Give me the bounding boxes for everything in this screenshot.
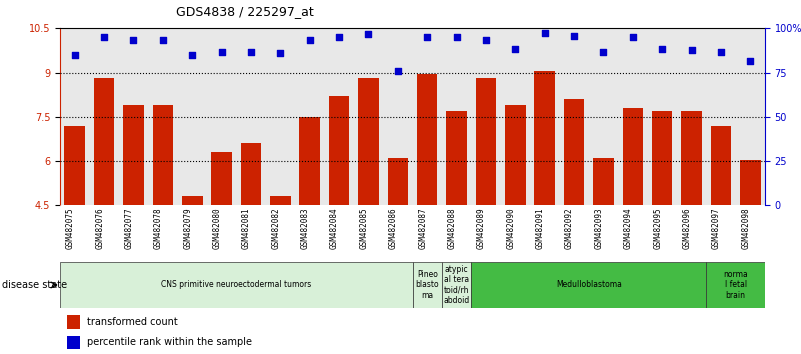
Bar <box>388 158 408 338</box>
Point <box>186 52 199 58</box>
Bar <box>270 196 291 338</box>
Text: GSM482094: GSM482094 <box>624 207 633 249</box>
Text: atypic
al tera
toid/rh
abdoid: atypic al tera toid/rh abdoid <box>444 265 469 305</box>
Text: Medulloblastoma: Medulloblastoma <box>556 280 622 290</box>
Text: disease state: disease state <box>2 280 66 290</box>
Point <box>656 46 669 52</box>
Point <box>215 49 228 55</box>
FancyBboxPatch shape <box>413 262 442 308</box>
Point <box>332 34 345 40</box>
Text: GSM482076: GSM482076 <box>95 207 104 249</box>
Text: GSM482084: GSM482084 <box>330 207 339 249</box>
Text: GSM482078: GSM482078 <box>154 207 163 249</box>
Point <box>127 37 140 43</box>
Text: GSM482075: GSM482075 <box>66 207 74 249</box>
Text: GSM482095: GSM482095 <box>653 207 662 249</box>
Point <box>156 37 169 43</box>
Text: GSM482083: GSM482083 <box>300 207 310 249</box>
Text: Pineo
blasto
ma: Pineo blasto ma <box>416 270 439 300</box>
Point <box>304 37 316 43</box>
Point <box>568 33 581 39</box>
Text: GSM482089: GSM482089 <box>477 207 486 249</box>
Point <box>68 52 81 58</box>
Point <box>538 30 551 36</box>
Text: GSM482092: GSM482092 <box>565 207 574 249</box>
Bar <box>446 111 467 338</box>
Text: GDS4838 / 225297_at: GDS4838 / 225297_at <box>176 5 314 18</box>
Text: GSM482086: GSM482086 <box>388 207 398 249</box>
Text: GSM482080: GSM482080 <box>212 207 222 249</box>
Text: GSM482098: GSM482098 <box>741 207 751 249</box>
Bar <box>67 315 80 329</box>
Point <box>362 32 375 37</box>
FancyBboxPatch shape <box>471 262 706 308</box>
Bar <box>740 160 760 338</box>
Bar <box>652 111 672 338</box>
Bar <box>94 79 115 338</box>
Text: CNS primitive neuroectodermal tumors: CNS primitive neuroectodermal tumors <box>161 280 312 290</box>
Bar <box>300 117 320 338</box>
Text: GSM482096: GSM482096 <box>682 207 691 249</box>
Bar <box>123 105 144 338</box>
Text: GSM482090: GSM482090 <box>506 207 515 249</box>
Bar <box>710 126 731 338</box>
Bar <box>681 111 702 338</box>
FancyBboxPatch shape <box>706 262 765 308</box>
Bar <box>182 196 203 338</box>
Text: GSM482091: GSM482091 <box>536 207 545 249</box>
Point <box>626 34 639 40</box>
Bar <box>505 105 525 338</box>
Text: GSM482088: GSM482088 <box>448 207 457 249</box>
Point <box>244 49 257 55</box>
Point <box>421 34 433 40</box>
Bar <box>240 143 261 338</box>
Bar <box>476 79 496 338</box>
Bar <box>64 126 85 338</box>
Point <box>714 49 727 55</box>
Point <box>98 34 111 40</box>
Text: percentile rank within the sample: percentile rank within the sample <box>87 337 252 348</box>
Text: GSM482081: GSM482081 <box>242 207 251 249</box>
Point <box>392 68 405 74</box>
Text: norma
l fetal
brain: norma l fetal brain <box>723 270 748 300</box>
FancyBboxPatch shape <box>442 262 471 308</box>
FancyBboxPatch shape <box>60 262 413 308</box>
Bar <box>593 158 614 338</box>
Bar <box>328 96 349 338</box>
Text: GSM482085: GSM482085 <box>360 207 368 249</box>
Bar <box>67 336 80 349</box>
Text: GSM482087: GSM482087 <box>418 207 427 249</box>
Text: GSM482077: GSM482077 <box>124 207 134 249</box>
Bar <box>534 71 555 338</box>
Point <box>480 37 493 43</box>
Bar <box>622 108 643 338</box>
Point <box>685 48 698 53</box>
Bar <box>152 105 173 338</box>
Text: GSM482079: GSM482079 <box>183 207 192 249</box>
Point <box>274 51 287 56</box>
Point <box>597 49 610 55</box>
Point <box>450 34 463 40</box>
Text: GSM482097: GSM482097 <box>712 207 721 249</box>
Bar <box>417 74 437 338</box>
Bar <box>211 152 232 338</box>
Point <box>509 46 521 52</box>
Point <box>744 58 757 64</box>
Text: GSM482093: GSM482093 <box>594 207 603 249</box>
Bar <box>564 99 584 338</box>
Text: GSM482082: GSM482082 <box>272 207 280 249</box>
Text: transformed count: transformed count <box>87 317 178 327</box>
Bar <box>358 79 379 338</box>
